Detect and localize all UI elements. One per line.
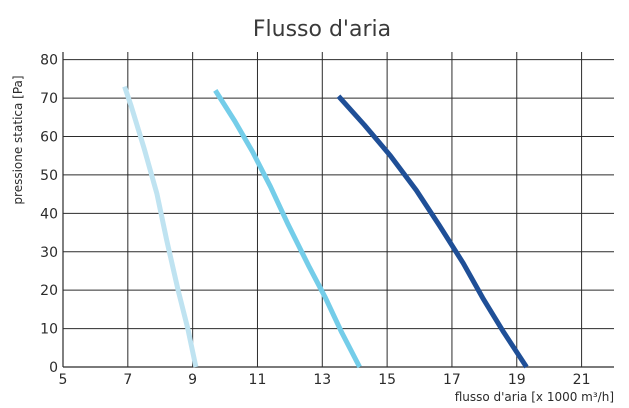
x-tick-label: 19 [508,372,526,388]
tick-labels: 5 7 9 11 13 15 17 19 21 0 10 20 30 40 50 60 70 80 [40,53,590,388]
y-axis-label: pressione statica [Pa] [11,75,25,204]
x-tick-label: 21 [573,372,591,388]
x-tick-label: 9 [188,372,197,388]
y-tick-label: 60 [40,130,58,146]
series-line-2 [213,89,362,369]
x-tick-label: 15 [378,372,396,388]
x-tick-label: 11 [249,372,267,388]
series-lines [122,85,529,369]
y-tick-label: 50 [40,168,58,184]
axes [62,52,614,368]
y-tick-label: 30 [40,245,58,261]
series-line-3 [336,94,529,369]
x-tick-label: 17 [443,372,461,388]
chart-title: Flusso d'aria [253,17,391,42]
x-tick-label: 5 [59,372,68,388]
y-tick-label: 40 [40,206,58,222]
y-tick-label: 0 [49,360,58,376]
grid [63,52,614,367]
y-tick-label: 10 [40,322,58,338]
y-tick-label: 70 [40,91,58,107]
y-tick-label: 20 [40,283,58,299]
x-axis-label: flusso d'aria [x 1000 m³/h] [455,390,614,404]
y-tick-label: 80 [40,53,58,69]
x-tick-label: 13 [313,372,331,388]
x-tick-label: 7 [123,372,132,388]
series-line-1 [122,85,199,368]
